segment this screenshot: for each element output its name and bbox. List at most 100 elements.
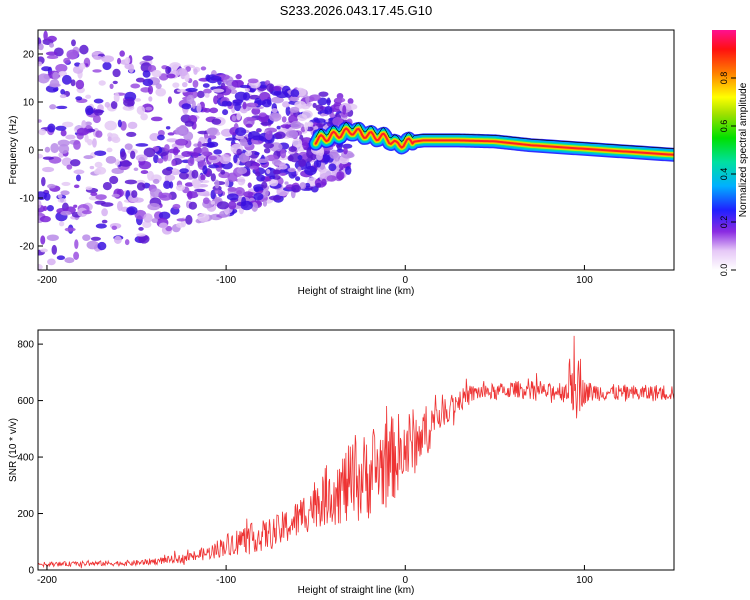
spectral-blob [119, 160, 132, 167]
spectral-blob [290, 96, 300, 102]
spectral-blob [158, 73, 169, 81]
spectral-blob [279, 172, 287, 177]
spectral-blob [185, 214, 193, 225]
spectral-blob [269, 175, 276, 180]
spectral-blob [39, 215, 51, 223]
spectral-blob [315, 182, 322, 188]
spectral-blob [167, 132, 175, 136]
spectral-blob [291, 184, 302, 193]
spectral-blob [41, 176, 46, 187]
spectral-blob [60, 190, 70, 196]
spectral-blob [158, 222, 168, 229]
spectral-blob [192, 79, 199, 88]
colorbar-tick-label: 0.4 [719, 168, 729, 181]
spectral-blob [148, 96, 153, 102]
spectral-blob [191, 169, 199, 179]
spectral-blob [112, 68, 121, 78]
spectral-blob [304, 165, 317, 176]
spectral-blob [49, 104, 57, 110]
spectral-blob [336, 148, 344, 153]
y-tick-label: 800 [17, 340, 34, 351]
spectral-blob [42, 166, 55, 173]
spectral-blob [292, 138, 303, 148]
spectral-blob [176, 218, 186, 222]
spectral-blob [326, 175, 337, 182]
spectral-blob [111, 193, 120, 198]
spectral-blob [281, 116, 287, 123]
spectral-blob [304, 182, 311, 188]
spectral-blob [92, 138, 97, 148]
spectral-blob [143, 213, 153, 223]
spectral-blob [209, 75, 222, 81]
ridge-edge [315, 122, 674, 150]
snr-x-axis-label: Height of straight line (km) [298, 585, 415, 596]
spectral-blob [119, 50, 125, 57]
spectral-blob [140, 170, 149, 175]
spectral-blob [102, 181, 112, 191]
spectral-blob [82, 234, 91, 241]
spectral-blob [336, 170, 345, 181]
spectral-blob [294, 100, 307, 109]
spectral-blob [143, 147, 156, 158]
spectral-blob [107, 136, 112, 142]
spectral-blob [59, 221, 65, 227]
spectral-blob [46, 205, 54, 212]
spectral-blob [178, 124, 188, 135]
spectral-blob [49, 42, 55, 48]
spectral-blob [47, 35, 57, 43]
spectral-blob [233, 154, 238, 164]
x-tick-label: 100 [576, 575, 593, 586]
spectral-blob [176, 68, 188, 76]
spectral-blob [171, 159, 176, 167]
spectral-blob [49, 79, 60, 88]
spectral-blob [343, 146, 348, 155]
spectral-blob [124, 239, 130, 246]
spectral-blob [259, 91, 271, 102]
spectral-blob [166, 73, 176, 79]
spectral-blob [225, 137, 239, 141]
spectral-blob [202, 193, 210, 197]
spectral-blob [158, 191, 164, 199]
spectral-blob [81, 120, 87, 129]
spectral-blob [84, 121, 92, 127]
spectral-blob [78, 62, 86, 70]
spectral-blob [315, 104, 324, 112]
spectral-blob [242, 191, 254, 197]
spectral-blob [207, 127, 218, 136]
spectral-blob [274, 131, 286, 139]
spectral-blob [140, 113, 148, 121]
spectral-blob [174, 138, 187, 146]
spectral-blob [342, 143, 353, 149]
spectral-blob [317, 97, 328, 106]
x-tick-label: -200 [37, 575, 57, 586]
spectral-blob [276, 125, 281, 130]
spectral-blob [260, 121, 273, 126]
spectral-blob [40, 248, 48, 253]
spectral-blob [202, 197, 210, 205]
spectral-blob [38, 61, 43, 67]
spectral-blob [149, 133, 160, 142]
spectral-blob [247, 78, 259, 84]
spectral-blob [234, 91, 248, 101]
spectral-blob [135, 143, 149, 147]
spectral-blob [165, 225, 173, 232]
spectral-blob [244, 150, 252, 157]
spectral-blob [66, 49, 79, 60]
spectral-blob [224, 178, 230, 188]
colorbar-label: Normalized spectral amplitude [738, 82, 749, 217]
spectral-blob [74, 239, 79, 250]
spectral-blob [255, 171, 261, 177]
spectral-blob [120, 151, 127, 161]
spectral-blob [226, 193, 239, 201]
spectral-blob [202, 165, 208, 175]
spectral-blob [157, 158, 164, 164]
spectral-blob [288, 146, 298, 153]
colorbar-tick-label: 0.6 [719, 120, 729, 133]
spectral-blob [251, 202, 259, 212]
spectral-blob [271, 159, 281, 166]
spectral-blob [258, 112, 267, 118]
spectral-blob [46, 55, 59, 60]
spectral-blob [184, 120, 194, 127]
spectral-blob [329, 112, 335, 118]
spectral-blob [101, 55, 115, 63]
